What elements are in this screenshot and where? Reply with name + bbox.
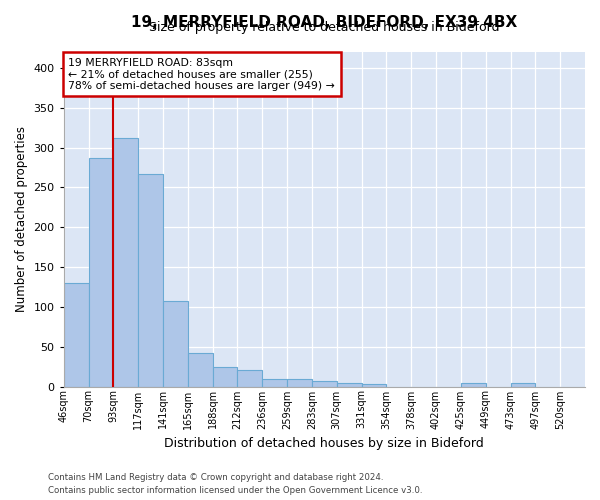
Bar xyxy=(138,174,163,386)
Bar xyxy=(64,283,89,387)
Text: 19 MERRYFIELD ROAD: 83sqm
← 21% of detached houses are smaller (255)
78% of semi: 19 MERRYFIELD ROAD: 83sqm ← 21% of detac… xyxy=(68,58,335,91)
Bar xyxy=(163,302,188,386)
Bar xyxy=(238,370,262,386)
Bar xyxy=(287,378,312,386)
Bar xyxy=(89,158,113,386)
Bar xyxy=(312,381,337,386)
X-axis label: Distribution of detached houses by size in Bideford: Distribution of detached houses by size … xyxy=(164,437,484,450)
Bar xyxy=(113,138,138,386)
Title: 19, MERRYFIELD ROAD, BIDEFORD, EX39 4BX: 19, MERRYFIELD ROAD, BIDEFORD, EX39 4BX xyxy=(131,15,517,30)
Bar xyxy=(262,378,287,386)
Bar xyxy=(188,353,212,386)
Bar xyxy=(212,366,238,386)
Bar xyxy=(337,382,362,386)
Bar xyxy=(511,382,535,386)
Text: Contains HM Land Registry data © Crown copyright and database right 2024.
Contai: Contains HM Land Registry data © Crown c… xyxy=(48,474,422,495)
Bar xyxy=(362,384,386,386)
Text: Size of property relative to detached houses in Bideford: Size of property relative to detached ho… xyxy=(149,20,500,34)
Y-axis label: Number of detached properties: Number of detached properties xyxy=(15,126,28,312)
Bar xyxy=(461,382,486,386)
